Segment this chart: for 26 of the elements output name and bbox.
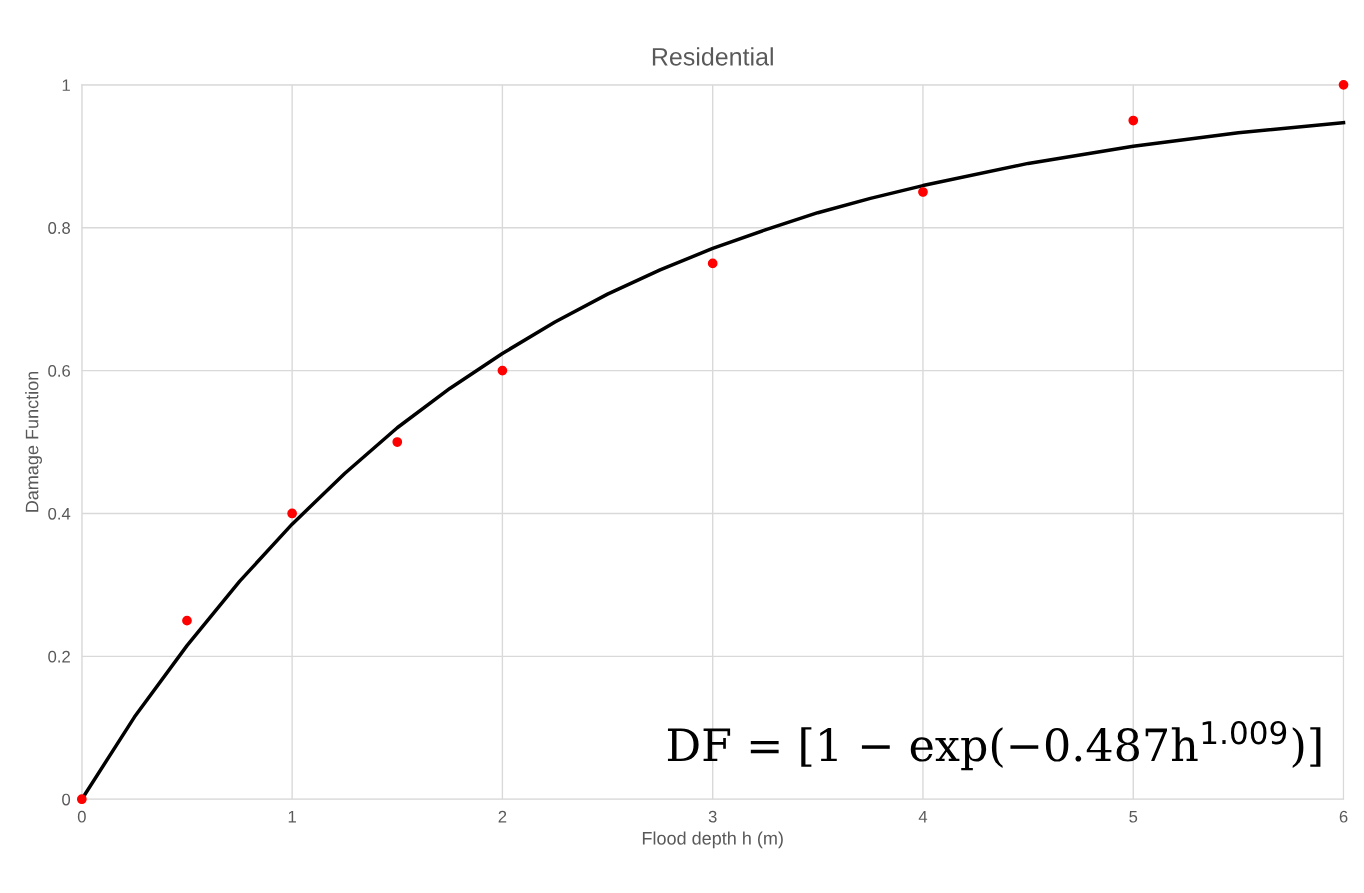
y-tick-label: 0.4 (48, 507, 71, 520)
point (497, 365, 508, 376)
y-tick-label: 0 (62, 793, 71, 806)
point (707, 258, 718, 269)
point (1128, 115, 1139, 126)
y-tick-label: 1 (62, 79, 70, 91)
y-tick-label: 0.6 (48, 365, 70, 377)
x-axis-title: Flood depth h (m) (642, 831, 783, 849)
x-tick-label: 4 (918, 810, 928, 823)
x-tick-label: 5 (1129, 810, 1138, 823)
x-tick-label: 0 (77, 810, 86, 823)
point (392, 437, 403, 447)
chart-title: Residential (652, 47, 773, 66)
y-tick-label: 0.2 (48, 650, 70, 663)
y-axis-title: Damage Function (25, 371, 43, 512)
point (287, 508, 297, 519)
x-tick-label: 3 (708, 810, 717, 823)
x-tick-label: 2 (498, 810, 507, 823)
x-tick-label: 6 (1339, 810, 1348, 823)
x-tick-label: 1 (288, 810, 296, 823)
point (918, 187, 928, 197)
point (182, 615, 192, 626)
annotation: DF = [1 − exp(−0.487h$^{1.009}$)] (667, 720, 1321, 771)
point (1338, 79, 1349, 90)
point (76, 794, 87, 805)
y-tick-label: 0.8 (48, 222, 71, 234)
